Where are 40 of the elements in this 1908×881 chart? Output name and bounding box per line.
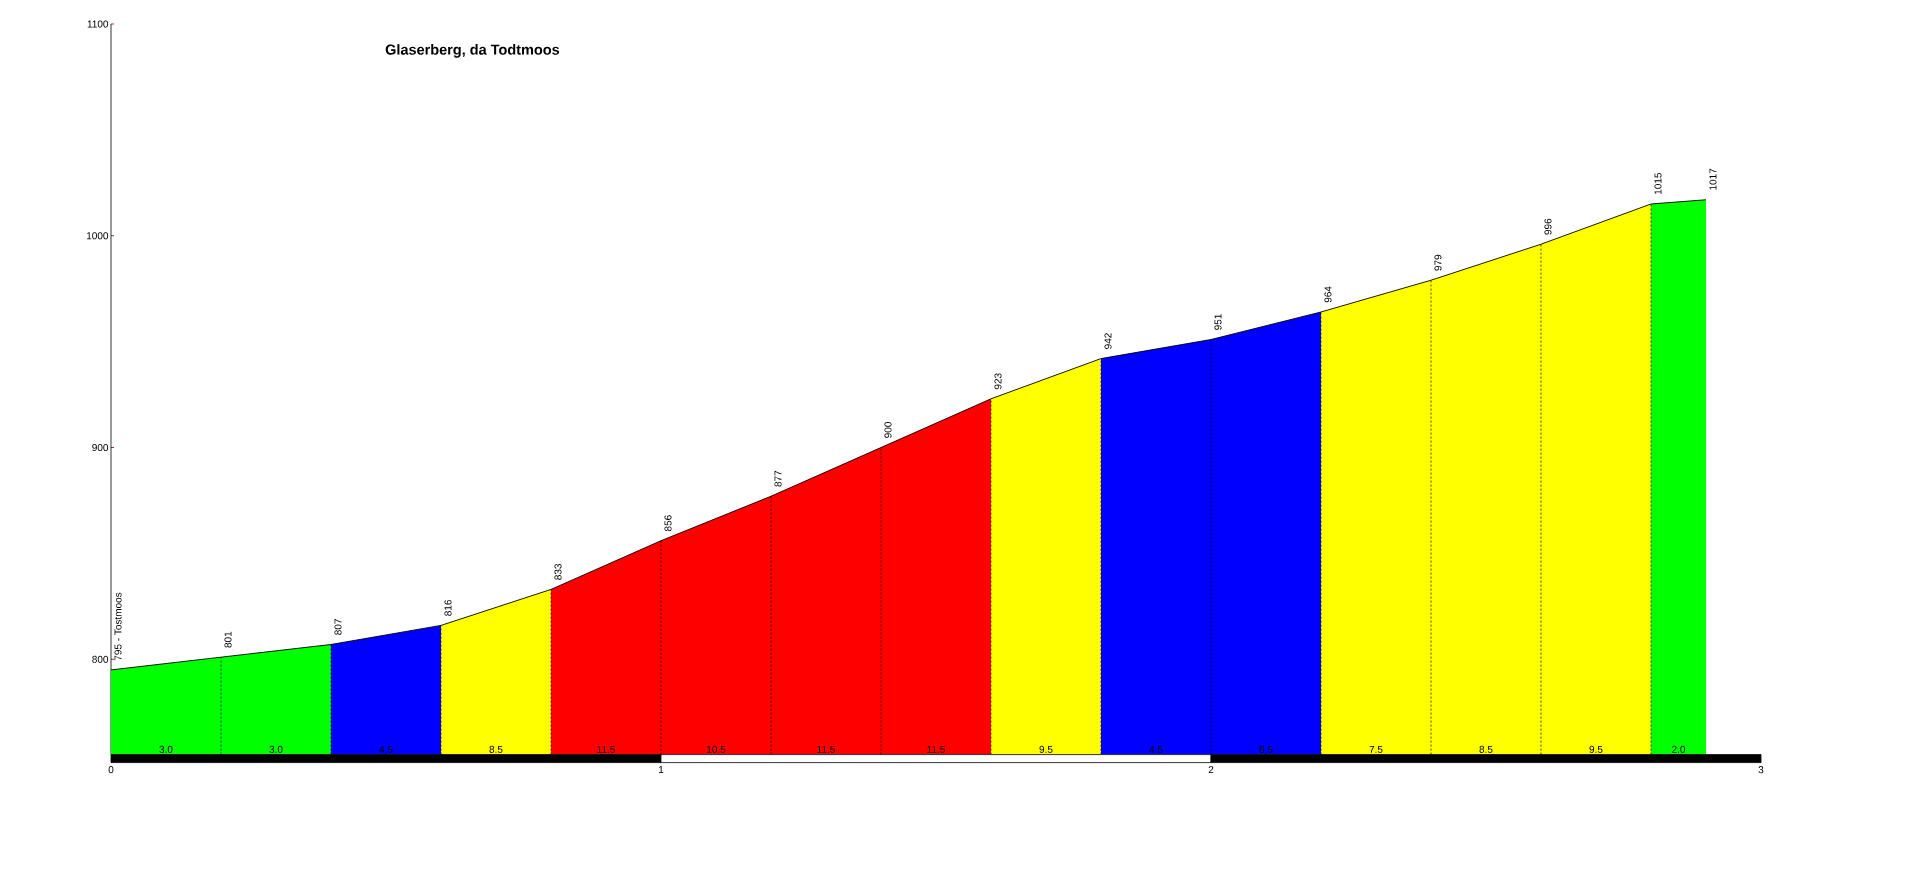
data-label: 942 [1104, 333, 1112, 349]
x-tick-label: 0 [108, 766, 114, 774]
annotation: 11.5 [927, 745, 945, 753]
data-label: 1017 [1709, 168, 1717, 190]
annotation: 6.5 [1259, 745, 1273, 753]
data-label: 807 [334, 619, 342, 635]
data-label: 816 [444, 599, 452, 616]
annotation: 4.5 [379, 745, 393, 753]
annotation: 11.5 [597, 745, 615, 753]
data-label: 979 [1434, 254, 1442, 271]
data-label: 951 [1214, 314, 1222, 330]
y-tick-label: 1100 [87, 20, 109, 28]
text: Glaserberg, da Todtmoos [385, 44, 560, 58]
annotation: 9.5 [1039, 745, 1053, 753]
data-label: 801 [224, 631, 232, 648]
annotation: 11.5 [817, 745, 835, 753]
x-tick-label: 1 [658, 766, 664, 773]
annotation: 8.5 [489, 745, 503, 753]
y-tick-label: 900 [92, 443, 109, 452]
annotation: 3.0 [159, 745, 173, 753]
annotation: 2.0 [1672, 745, 1686, 753]
annotation: 8.5 [1479, 745, 1493, 753]
annotation: 9.5 [1589, 745, 1603, 753]
data-label: 1015 [1654, 172, 1662, 195]
annotation: 10.5 [707, 745, 726, 753]
data-label: 900 [884, 422, 892, 438]
data-label: 923 [994, 373, 1002, 390]
data-label: 795 - Tostmoos [114, 592, 122, 661]
data-label: 833 [554, 563, 562, 580]
data-label: 877 [774, 470, 782, 487]
data-label: 996 [1544, 218, 1552, 235]
data-label: 856 [664, 515, 672, 532]
annotation: 7.5 [1369, 745, 1383, 753]
x-tick-label: 2 [1208, 766, 1214, 774]
y-tick-label: 1000 [87, 232, 109, 240]
annotation: 3.0 [269, 745, 283, 753]
x-tick-label: 3 [1758, 766, 1764, 774]
annotation: 4.5 [1149, 745, 1163, 753]
y-tick-label: 800 [92, 655, 109, 663]
data-label: 964 [1324, 286, 1332, 303]
